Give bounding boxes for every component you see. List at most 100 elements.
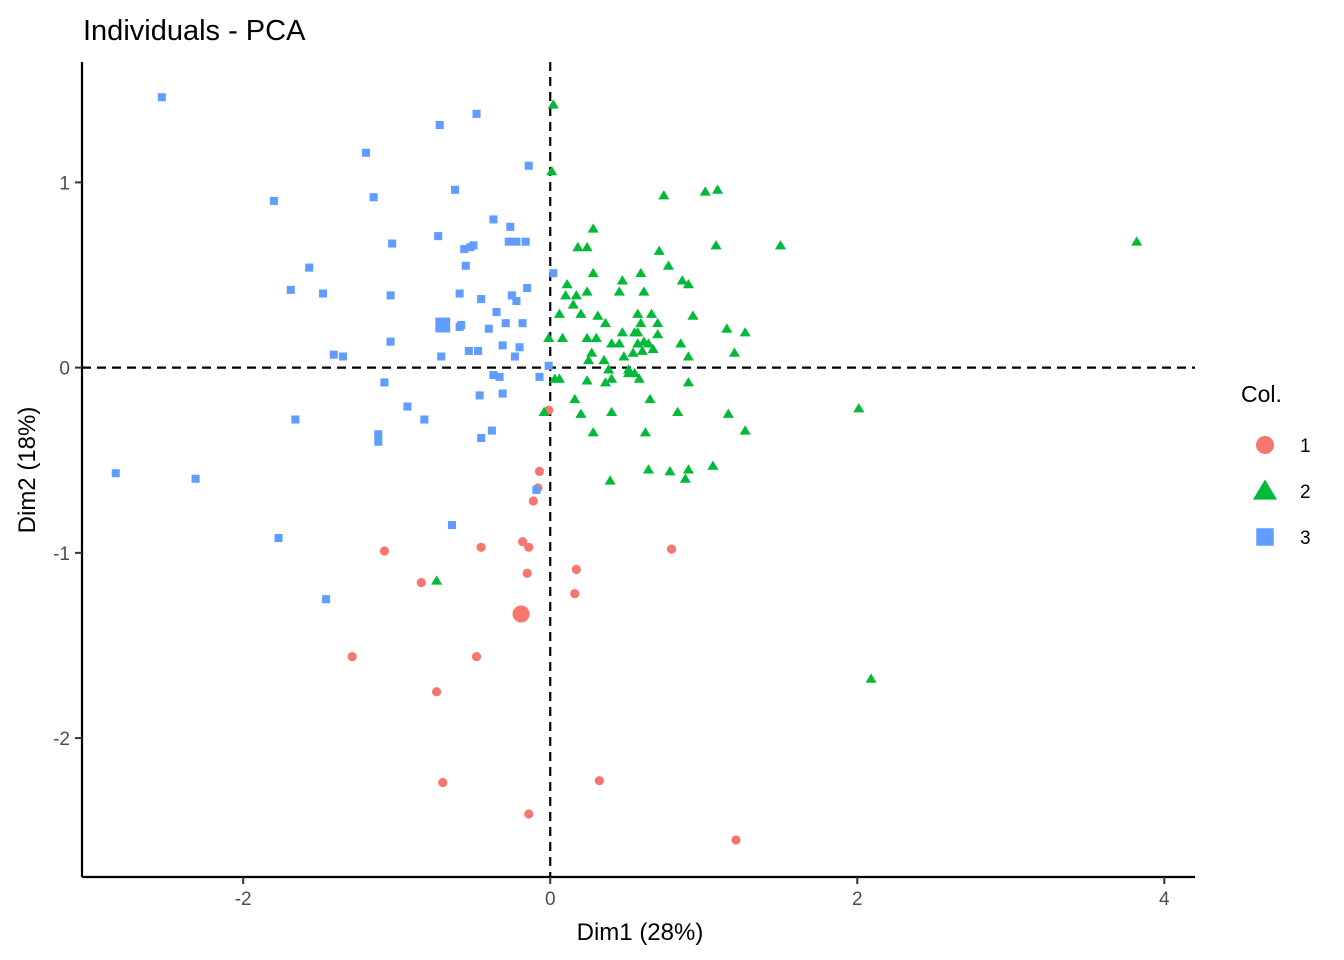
data-point: [594, 776, 604, 786]
data-point: [318, 289, 328, 298]
data-point: [570, 589, 580, 599]
data-point: [572, 241, 584, 252]
data-point: [647, 343, 659, 354]
data-point: [712, 184, 724, 194]
data-point: [386, 337, 395, 346]
data-point: [581, 332, 593, 342]
data-point: [501, 319, 510, 328]
data-point: [269, 196, 278, 205]
legend-title: Col.: [1241, 381, 1282, 407]
data-point: [632, 308, 644, 318]
chart-title: Individuals - PCA: [83, 15, 306, 47]
data-point: [432, 687, 442, 697]
data-point: [560, 290, 572, 300]
data-point: [707, 460, 719, 470]
data-point: [606, 406, 618, 417]
data-point: [338, 352, 348, 361]
data-point: [374, 437, 383, 446]
data-point: [587, 427, 599, 437]
data-point: [111, 469, 120, 478]
data-point: [447, 521, 457, 530]
data-point: [495, 372, 504, 381]
data-point: [616, 327, 628, 337]
data-point: [666, 544, 677, 554]
data-point: [477, 433, 486, 443]
data-point: [604, 475, 616, 485]
y-axis-ticks: 1 0 -1 -2: [53, 173, 82, 750]
y-tick-label: 1: [59, 173, 70, 194]
data-point: [534, 466, 545, 476]
data-point: [598, 354, 610, 365]
data-point: [635, 267, 647, 278]
data-point: [571, 564, 581, 575]
data-point: [774, 240, 787, 250]
data-point: [386, 291, 395, 300]
data-point: [498, 389, 507, 398]
data-point: [506, 222, 515, 231]
data-point: [652, 317, 664, 328]
data-point: [699, 186, 711, 196]
data-point: [538, 406, 550, 417]
data-point: [388, 239, 397, 248]
data-point: [487, 426, 496, 435]
data-point: [592, 310, 604, 320]
legend: Col. 1 2 3: [1241, 381, 1311, 549]
data-point: [581, 286, 593, 296]
data-point: [635, 317, 647, 328]
data-point: [629, 367, 641, 378]
data-point: [613, 286, 625, 296]
data-point: [431, 575, 443, 585]
data-point: [581, 375, 593, 385]
data-point: [570, 290, 582, 300]
legend-key-circle: [1256, 436, 1274, 454]
y-tick-label: 0: [59, 359, 70, 380]
data-point: [645, 308, 658, 318]
data-point: [662, 260, 674, 270]
data-point: [587, 267, 599, 278]
data-point: [544, 361, 553, 370]
data-point: [472, 109, 481, 118]
data-point: [728, 347, 741, 357]
data-point: [575, 308, 587, 318]
data-point: [464, 346, 473, 355]
data-point: [561, 278, 573, 289]
data-point: [606, 373, 618, 383]
data-point: [305, 263, 314, 272]
data-point: [476, 542, 486, 552]
data-point: [535, 372, 544, 381]
data-point: [632, 327, 644, 337]
data-point: [543, 332, 555, 342]
data-point: [556, 332, 569, 342]
data-point: [437, 352, 446, 361]
series-2: [431, 99, 1143, 683]
data-point: [721, 323, 733, 333]
data-point: [586, 347, 598, 357]
data-point: [672, 406, 684, 417]
x-tick-label: 4: [1159, 889, 1170, 910]
legend-label: 2: [1300, 482, 1311, 503]
data-point: [274, 534, 283, 543]
data-point: [492, 308, 501, 317]
data-point: [644, 393, 656, 404]
data-point: [403, 402, 412, 411]
plot-area: [82, 62, 1195, 877]
data-point: [291, 415, 300, 424]
data-point: [547, 99, 559, 109]
data-point: [679, 473, 691, 483]
data-point: [474, 346, 483, 355]
data-point: [553, 308, 565, 318]
data-point: [455, 289, 464, 298]
data-point: [553, 373, 565, 383]
data-point: [489, 215, 498, 224]
data-point: [731, 835, 741, 845]
data-point: [420, 415, 429, 424]
data-point: [682, 464, 694, 474]
data-point: [658, 190, 670, 200]
data-point: [484, 324, 493, 333]
data-point: [361, 148, 371, 157]
x-tick-label: 0: [545, 889, 556, 910]
data-point: [489, 371, 498, 380]
data-point: [636, 345, 648, 355]
data-point: [504, 237, 513, 246]
data-point: [507, 291, 516, 300]
